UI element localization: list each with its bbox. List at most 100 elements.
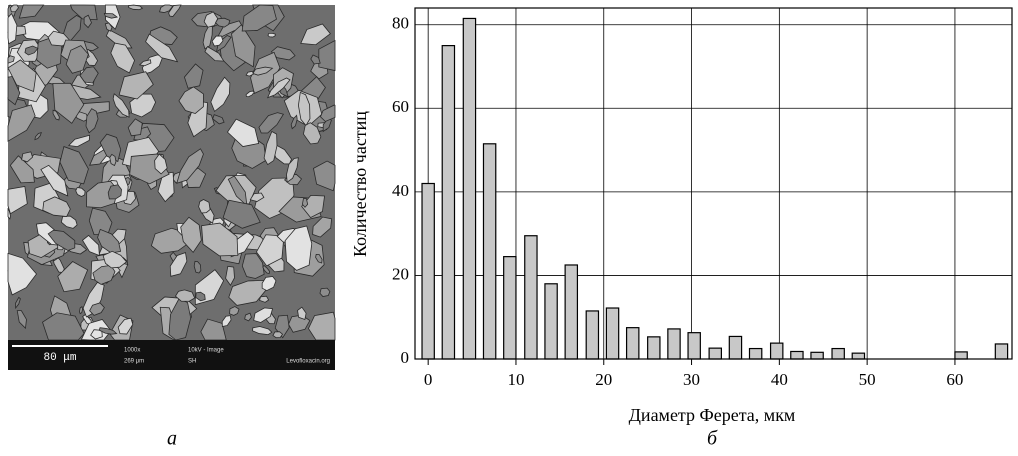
crystal (7, 75, 21, 106)
crystal (176, 148, 204, 184)
crystal (183, 63, 204, 89)
crystal (303, 122, 322, 145)
crystal (290, 114, 298, 130)
crystal (266, 77, 291, 99)
bar (564, 264, 579, 360)
crystal (193, 260, 202, 274)
crystal (174, 289, 196, 302)
crystal (262, 265, 270, 275)
bar (790, 350, 804, 360)
crystal (67, 134, 91, 148)
crystal (9, 155, 35, 184)
bar (667, 328, 681, 360)
field: 269 μm (124, 359, 144, 365)
bar (769, 342, 784, 360)
bar (524, 235, 538, 360)
crystal (198, 199, 211, 214)
bar (503, 256, 517, 360)
crystal (159, 4, 174, 13)
crystal (229, 306, 240, 316)
crystal (7, 12, 18, 45)
crystal (215, 17, 231, 28)
crystal (57, 261, 89, 293)
detector: SH (188, 359, 196, 365)
bar (687, 332, 701, 360)
crystal (244, 312, 252, 322)
x-tick-label: 40 (771, 370, 788, 389)
bar (462, 17, 477, 360)
crystal (263, 130, 278, 166)
crystal (168, 4, 182, 17)
panel-label: а (167, 428, 177, 450)
crystal (178, 86, 204, 114)
crystal (99, 133, 122, 163)
x-tick-label: 20 (595, 370, 612, 389)
crystal (85, 108, 99, 134)
x-tick-label: 50 (859, 370, 876, 389)
crystal (7, 186, 28, 215)
sample: Levofloxacin.org (286, 359, 330, 365)
crystal (42, 196, 71, 217)
crystal (313, 160, 336, 192)
crystal (180, 216, 202, 254)
x-tick-label: 60 (946, 370, 963, 389)
crystal (118, 71, 154, 100)
sem-image (7, 4, 336, 370)
bar (647, 336, 661, 360)
crystal (24, 45, 39, 56)
crystal (301, 197, 309, 208)
crystal (227, 175, 248, 207)
crystal (315, 253, 323, 264)
bar (605, 307, 620, 360)
crystal (267, 33, 276, 38)
crystal (16, 310, 27, 330)
crystal (225, 265, 235, 287)
crystal (129, 93, 157, 118)
x-tick-label: 0 (424, 370, 433, 389)
crystal (34, 131, 42, 141)
crystal (18, 4, 45, 19)
crystal (270, 46, 296, 61)
crystal (7, 252, 38, 296)
crystal (241, 253, 265, 279)
bar (954, 351, 968, 360)
crystal (79, 305, 83, 315)
crystal (79, 66, 99, 84)
crystal (210, 76, 231, 113)
crystal (102, 250, 128, 269)
crystal (90, 329, 103, 340)
crystal (231, 24, 256, 68)
crystal (81, 234, 100, 257)
crystal (15, 296, 21, 310)
crystal (98, 327, 118, 335)
crystal (255, 234, 285, 267)
crystal (222, 199, 261, 229)
crystal (154, 153, 168, 175)
crystal (128, 4, 144, 11)
crystal (253, 307, 274, 323)
crystal (117, 317, 134, 335)
crystal (89, 302, 105, 316)
y-tick-label: 20 (392, 264, 409, 283)
crystal (169, 252, 188, 277)
bar (585, 310, 600, 360)
scale-bar-label: 80 μm (43, 352, 76, 364)
bar (748, 347, 763, 360)
crystal (127, 118, 143, 137)
x-axis-label: Диаметр Ферета, мкм (629, 405, 796, 425)
crystal (138, 59, 152, 67)
crystal (319, 104, 336, 122)
crystal (249, 192, 265, 202)
crystal (69, 4, 98, 21)
crystal (65, 45, 89, 74)
crystal (109, 153, 117, 167)
crystal (52, 109, 60, 121)
crystal (75, 187, 86, 197)
crystal (297, 306, 307, 321)
crystal (110, 42, 136, 74)
crystal (104, 22, 113, 32)
crystal (40, 164, 69, 197)
bar (810, 351, 824, 360)
crystal (284, 225, 313, 271)
